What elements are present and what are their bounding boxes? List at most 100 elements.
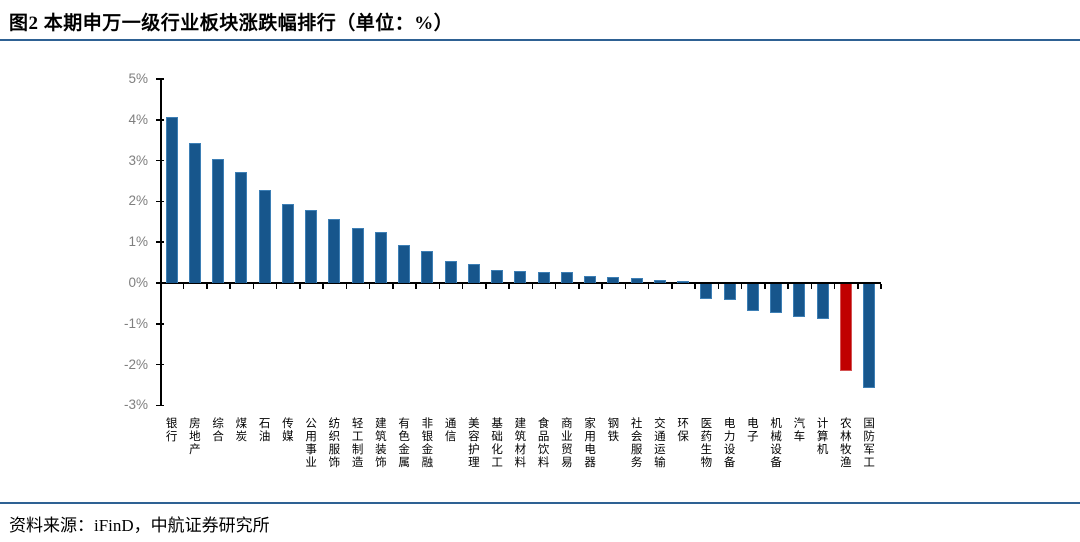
- bar: [700, 284, 713, 300]
- x-axis-tick: [601, 284, 603, 289]
- bar: [816, 284, 829, 319]
- x-axis-category-label: 电子: [747, 418, 759, 443]
- x-axis-tick: [229, 284, 231, 289]
- x-axis-tick: [275, 284, 278, 289]
- x-axis-tick: [206, 284, 208, 289]
- bar: [653, 280, 666, 283]
- x-axis-tick: [159, 284, 161, 289]
- x-axis-tick: [694, 284, 696, 289]
- x-axis-category-label: 石油: [258, 418, 271, 443]
- x-axis-category-label: 有色金属: [398, 418, 410, 469]
- x-axis-category-label: 房地产: [189, 418, 201, 456]
- bar: [421, 250, 434, 283]
- bar-highlighted: [839, 284, 852, 371]
- x-axis-tick: [833, 284, 836, 289]
- x-axis-category-label: 建筑材料: [514, 418, 527, 469]
- x-axis-category-label: 家用电器: [584, 418, 596, 469]
- bar: [491, 269, 504, 283]
- x-axis-tick: [717, 284, 719, 289]
- bar: [328, 218, 341, 283]
- x-axis-category-label: 农林牧渔: [840, 418, 852, 469]
- x-axis-category-label: 通信: [444, 418, 457, 443]
- bar: [212, 158, 225, 283]
- x-axis-tick: [368, 284, 371, 289]
- x-axis-category-label: 钢铁: [607, 418, 620, 443]
- x-axis-tick: [578, 284, 580, 289]
- x-axis-category-label: 国防军工: [863, 418, 875, 469]
- bar: [235, 172, 248, 283]
- x-axis-tick: [764, 284, 766, 289]
- x-axis-category-label: 银行: [165, 418, 178, 443]
- x-axis-tick: [508, 284, 510, 289]
- x-axis-tick: [740, 284, 743, 289]
- x-axis-category-label: 建筑装饰: [375, 418, 387, 469]
- y-axis-tick-label: -2%: [123, 356, 148, 372]
- x-axis-tick: [252, 284, 254, 289]
- x-axis-category-label: 轻工制造: [351, 418, 364, 469]
- chart-title: 图2 本期申万一级行业板块涨跌幅排行（单位：%）: [9, 13, 454, 34]
- x-axis-category-label: 商业贸易: [561, 418, 573, 469]
- y-axis-tick: [156, 404, 164, 407]
- x-axis-tick: [485, 284, 487, 289]
- bar: [863, 284, 876, 389]
- x-axis-tick: [345, 284, 347, 289]
- bar: [537, 271, 550, 283]
- x-axis-category-label: 环保: [677, 418, 689, 443]
- footer-divider-line: [0, 502, 1080, 504]
- x-axis-category-label: 纺织服饰: [328, 418, 341, 469]
- x-axis-tick: [554, 284, 557, 289]
- bar: [281, 204, 294, 283]
- x-axis-line: [160, 282, 881, 284]
- bar: [188, 143, 201, 283]
- bar: [677, 281, 690, 283]
- y-axis-tick-label: -1%: [123, 315, 148, 331]
- bar: [630, 278, 643, 283]
- x-axis-category-label: 非银金融: [421, 418, 434, 469]
- x-axis-tick: [857, 284, 859, 289]
- bar: [258, 190, 271, 283]
- y-axis-tick-label: 0%: [128, 275, 148, 290]
- x-axis-category-label: 计算机: [816, 418, 829, 456]
- x-axis-tick: [810, 284, 812, 289]
- bar: [467, 264, 480, 283]
- x-axis-category-label: 机械设备: [770, 418, 782, 469]
- source-text: 资料来源：iFinD，中航证券研究所: [9, 516, 270, 535]
- x-axis-tick: [438, 284, 440, 289]
- x-axis-tick: [392, 284, 394, 289]
- x-axis-category-label: 食品饮料: [537, 418, 550, 469]
- y-axis-line: [160, 79, 162, 406]
- bar: [746, 284, 759, 311]
- x-axis-tick: [787, 284, 789, 289]
- x-axis-category-label: 汽车: [793, 418, 806, 443]
- y-axis-tick-label: 1%: [128, 234, 148, 250]
- bar: [607, 276, 620, 283]
- bar: [305, 210, 318, 283]
- x-axis-category-label: 交通运输: [654, 418, 666, 469]
- x-axis-tick: [299, 284, 301, 289]
- x-axis-category-label: 医药生物: [700, 418, 713, 469]
- y-axis-tick-label: 4%: [128, 111, 148, 127]
- y-axis-tick-label: -3%: [123, 397, 148, 413]
- x-axis-category-label: 公用事业: [305, 418, 317, 469]
- x-axis-tick: [624, 284, 626, 289]
- x-axis-category-label: 社会服务: [630, 418, 643, 469]
- x-axis-tick: [647, 284, 650, 289]
- y-axis-tick-label: 2%: [128, 193, 148, 209]
- bar: [793, 284, 806, 317]
- bar-chart-plot-area: 5% 4% 3% 2% 1% 0% -1% -2% -3% 银行房地产综合煤炭石油传媒公用事业纺织…: [0, 42, 1080, 500]
- x-axis-category-label: 基础化工: [491, 418, 503, 469]
- bar: [770, 284, 783, 314]
- x-axis-tick: [415, 284, 417, 289]
- y-axis-tick-label: 5%: [128, 71, 148, 86]
- bar: [165, 117, 178, 283]
- x-axis-tick: [322, 284, 324, 289]
- bar: [584, 275, 597, 283]
- x-axis-tick: [182, 284, 185, 289]
- x-axis-tick: [531, 284, 533, 289]
- bar: [514, 271, 527, 283]
- bar: [351, 227, 364, 283]
- title-divider-line: [0, 39, 1080, 41]
- x-axis-category-label: 美容护理: [468, 418, 480, 469]
- x-axis-category-label: 传媒: [282, 418, 294, 443]
- x-axis-category-label: 电力设备: [723, 418, 736, 469]
